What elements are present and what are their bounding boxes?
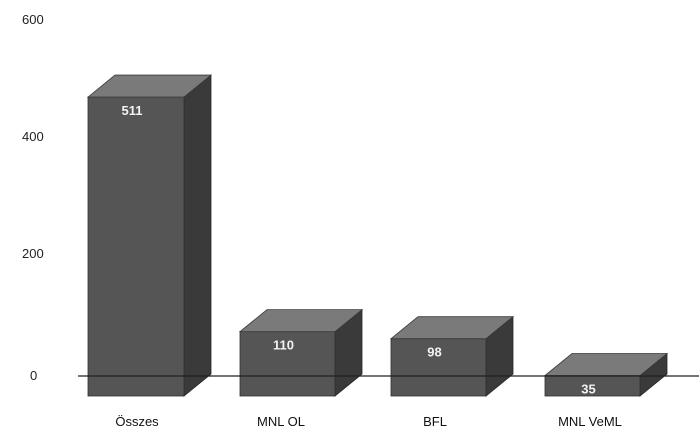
y-axis-ticks: 600 400 200 0 <box>22 12 44 383</box>
bar-value-label: 35 <box>581 382 595 397</box>
bar-value-label: 110 <box>273 338 294 353</box>
bar-front-face <box>239 331 336 397</box>
bar-side-face <box>183 74 212 397</box>
category-label: MNL VeML <box>558 414 622 429</box>
bar-value-label: 511 <box>122 103 143 118</box>
y-tick-label: 600 <box>22 12 44 27</box>
y-tick-label: 200 <box>22 246 44 261</box>
category-label: BFL <box>423 414 447 429</box>
y-tick-label: 0 <box>30 368 37 383</box>
category-label: MNL OL <box>257 414 305 429</box>
bar-top-face <box>389 316 515 340</box>
bars-layer <box>86 74 669 397</box>
bar-front-face <box>87 96 185 397</box>
y-tick-label: 400 <box>22 129 44 144</box>
x-axis-categories: Összes MNL OL BFL MNL VeML <box>115 414 622 429</box>
data-labels: 511 110 98 35 <box>122 103 596 396</box>
category-label: Összes <box>115 414 159 429</box>
bar-top-face <box>238 309 364 333</box>
bar-value-label: 98 <box>427 345 441 360</box>
bar-front-face <box>390 338 487 397</box>
bar-top-face <box>86 74 213 98</box>
